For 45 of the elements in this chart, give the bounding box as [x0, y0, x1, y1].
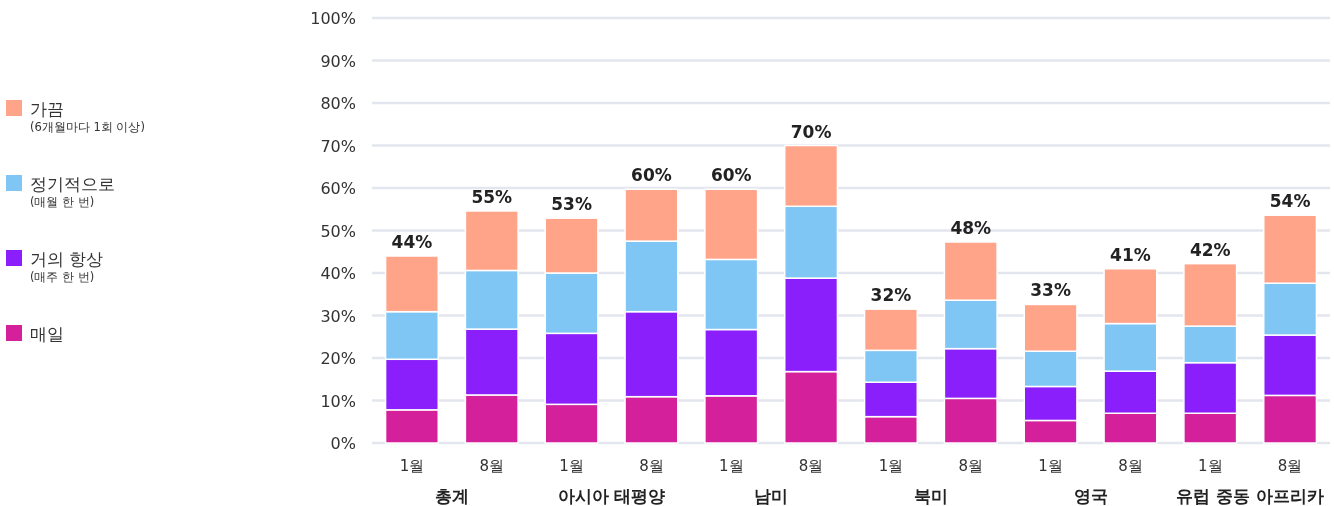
x-tick-label: 1월 — [878, 457, 904, 475]
y-tick-label: 90% — [320, 51, 356, 71]
x-tick-label: 1월 — [1038, 457, 1063, 475]
text: 아시아 태평양 — [557, 486, 666, 506]
total-label: 55% — [471, 186, 513, 207]
y-tick-label: 60% — [320, 179, 356, 198]
total-label: 41% — [1110, 244, 1151, 265]
x-tick-label: 8월 — [798, 457, 824, 475]
total-label: 32% — [870, 285, 912, 306]
y-tick-label: 50% — [320, 221, 356, 241]
total-label: 53% — [551, 194, 592, 215]
x-tick-label: 1월 — [1197, 457, 1223, 475]
total-label: 70% — [790, 121, 832, 142]
legend-label: 매일 — [30, 324, 64, 344]
x-tick-label: 1월 — [399, 457, 425, 475]
y-tick-label: 0% — [330, 434, 356, 453]
y-tick-label: 30% — [320, 306, 356, 326]
total-label: 60% — [631, 165, 672, 186]
y-tick-label: 40% — [320, 264, 356, 283]
x-tick-label: 8월 — [1118, 457, 1143, 475]
y-tick-label: 100% — [310, 9, 356, 28]
total-label: 48% — [950, 217, 992, 238]
text: 남미 — [754, 486, 789, 506]
total-label: 33% — [1030, 280, 1071, 301]
y-tick-label: 20% — [320, 349, 356, 368]
y-tick-label: 10% — [320, 391, 356, 411]
total-label: 60% — [710, 165, 752, 186]
legend-label: 가끔 (6개월마다 1회 이상) — [30, 99, 145, 134]
x-tick-label: 8월 — [479, 457, 505, 475]
legend-label: 거의 항상 (매주 한 번) — [30, 249, 104, 284]
legend-label: 정기적으로 (매월 한 번) — [30, 174, 115, 209]
x-tick-label: 1월 — [718, 457, 744, 475]
text: 총계 — [434, 486, 469, 506]
total-label: 44% — [391, 232, 433, 252]
total-label: 42% — [1189, 239, 1231, 260]
total-label: 54% — [1269, 191, 1311, 212]
x-tick-label: 8월 — [639, 457, 664, 475]
y-tick-label: 70% — [320, 136, 356, 156]
x-tick-label: 8월 — [958, 457, 984, 475]
y-tick-label: 80% — [320, 94, 356, 113]
text: 영국 — [1073, 486, 1108, 506]
x-tick-label: 8월 — [1277, 457, 1303, 475]
x-tick-label: 1월 — [559, 457, 584, 475]
text: 유럽 중동 아프리카 — [1176, 486, 1325, 506]
text: 북미 — [913, 486, 948, 506]
